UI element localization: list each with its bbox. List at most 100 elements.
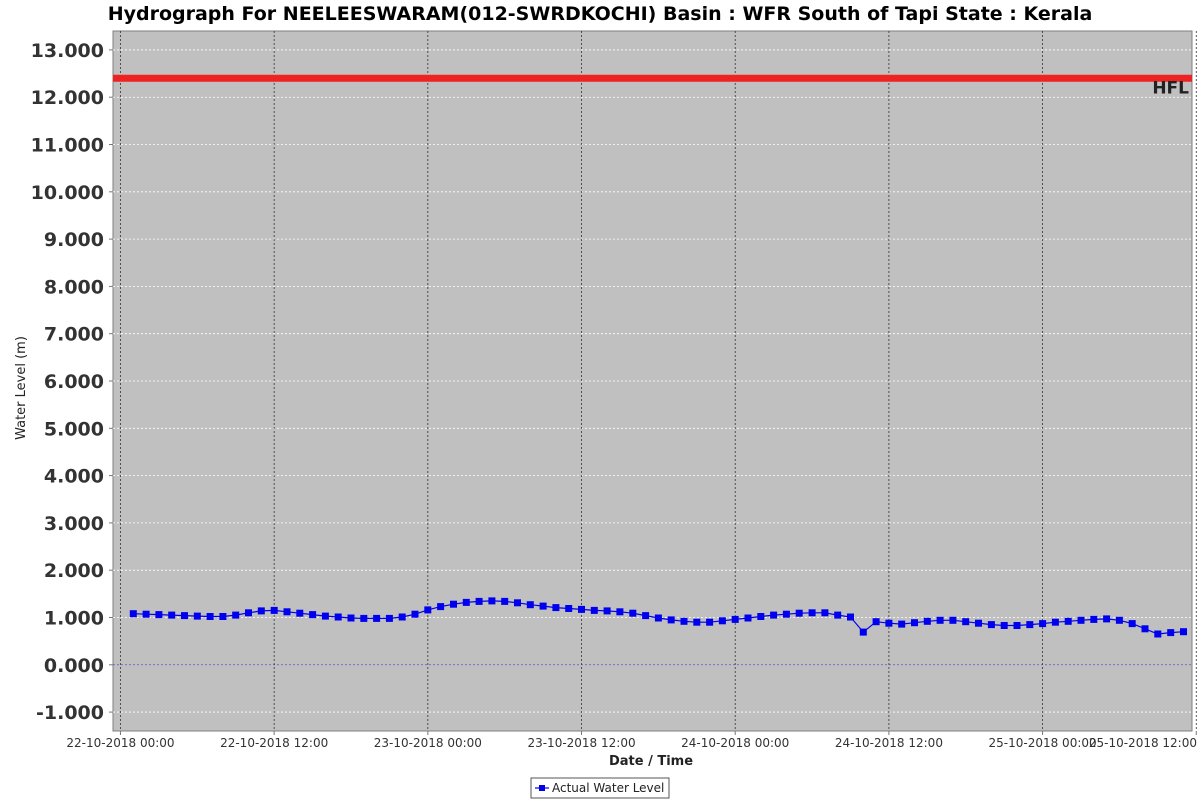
data-point — [962, 618, 970, 626]
data-point — [1064, 617, 1072, 625]
hfl-reference: HFL — [113, 74, 1192, 98]
data-point — [578, 605, 585, 613]
y-tick-label: 8.000 — [44, 276, 104, 298]
data-point — [642, 612, 650, 620]
data-point — [142, 610, 150, 618]
data-point — [232, 611, 240, 619]
y-tick-label: -1.000 — [36, 702, 104, 724]
data-point — [795, 609, 803, 617]
y-tick-label: 3.000 — [44, 513, 104, 535]
chart-title: Hydrograph For NEELEESWARAM(012-SWRDKOCH… — [108, 3, 1093, 25]
data-point — [526, 601, 534, 609]
data-point — [590, 606, 598, 614]
y-tick-label: 5.000 — [44, 418, 104, 440]
y-tick-label: 6.000 — [44, 371, 104, 393]
data-point — [757, 613, 765, 620]
data-point — [1000, 622, 1008, 629]
data-point — [181, 612, 188, 620]
data-point — [1090, 615, 1098, 623]
data-point — [603, 607, 611, 615]
y-tick-label: 7.000 — [44, 324, 104, 346]
data-point — [936, 616, 944, 624]
data-point — [987, 621, 995, 629]
x-tick-label: 25-10-2018 12:00 — [1089, 736, 1197, 750]
data-point — [1013, 622, 1021, 629]
data-point — [1103, 615, 1111, 623]
data-point — [565, 605, 573, 612]
x-tick-label: 24-10-2018 00:00 — [681, 736, 789, 750]
data-point — [193, 612, 201, 620]
data-point — [1167, 629, 1175, 637]
x-tick-label: 24-10-2018 12:00 — [835, 736, 943, 750]
data-point — [334, 613, 342, 621]
data-point — [347, 614, 355, 622]
data-point — [411, 610, 419, 618]
legend-marker — [539, 785, 545, 791]
data-point — [898, 620, 906, 628]
data-point — [654, 614, 662, 622]
data-point — [270, 606, 278, 614]
data-point — [1077, 616, 1085, 624]
data-point — [219, 613, 227, 620]
data-point — [1026, 621, 1034, 629]
data-point — [859, 628, 867, 636]
data-point — [872, 618, 880, 626]
y-tick-label: 9.000 — [44, 229, 104, 251]
data-point — [475, 597, 483, 605]
data-point — [360, 614, 368, 622]
data-point — [923, 617, 931, 625]
data-point — [834, 611, 842, 619]
data-point — [1051, 618, 1059, 626]
data-point — [1039, 620, 1047, 628]
data-point — [744, 614, 752, 622]
data-point — [911, 619, 918, 627]
data-point — [488, 597, 496, 605]
data-point — [168, 611, 176, 619]
x-tick-label: 23-10-2018 12:00 — [527, 736, 635, 750]
y-tick-label: 2.000 — [44, 560, 104, 582]
y-tick-label: 11.000 — [31, 135, 104, 157]
data-point — [514, 599, 521, 607]
data-point — [245, 609, 252, 617]
data-point — [782, 610, 790, 618]
data-point — [501, 597, 509, 605]
data-point — [129, 610, 137, 618]
data-point — [1154, 630, 1162, 638]
hfl-label: HFL — [1152, 78, 1189, 98]
data-point — [424, 606, 432, 614]
data-point — [206, 613, 214, 620]
x-tick-label: 23-10-2018 00:00 — [374, 736, 482, 750]
series-actual-water-level — [129, 597, 1187, 638]
data-point — [539, 602, 547, 610]
y-tick-label: 13.000 — [31, 40, 104, 62]
data-point — [808, 609, 816, 617]
data-point — [385, 614, 393, 622]
x-tick-label: 22-10-2018 00:00 — [66, 736, 174, 750]
data-point — [770, 611, 778, 619]
y-tick-label: 12.000 — [31, 87, 104, 109]
data-point — [1115, 616, 1123, 624]
data-point — [821, 609, 829, 617]
data-point — [949, 616, 957, 624]
data-point — [680, 617, 688, 625]
data-point — [283, 608, 291, 616]
data-point — [462, 598, 470, 606]
y-axis: -1.000 0.000 1.000 2.000 3.000 4.000 5.000 6.00… — [31, 40, 113, 724]
data-point — [373, 614, 381, 622]
data-point — [667, 616, 675, 624]
grid-lines — [113, 31, 1197, 731]
x-axis: 22-10-2018 00:00 22-10-2018 12:00 23-10-20… — [66, 731, 1197, 750]
data-point — [398, 613, 406, 621]
y-tick-label: 10.000 — [31, 182, 104, 204]
data-point — [155, 611, 163, 619]
y-axis-label: Water Level (m) — [14, 336, 29, 440]
data-point — [450, 600, 457, 608]
legend-box — [530, 777, 670, 799]
data-point — [257, 607, 265, 615]
data-point — [706, 618, 714, 626]
data-point — [885, 619, 893, 627]
data-point — [1128, 620, 1136, 628]
legend: Actual Water Level — [530, 777, 670, 799]
data-point — [847, 613, 854, 621]
